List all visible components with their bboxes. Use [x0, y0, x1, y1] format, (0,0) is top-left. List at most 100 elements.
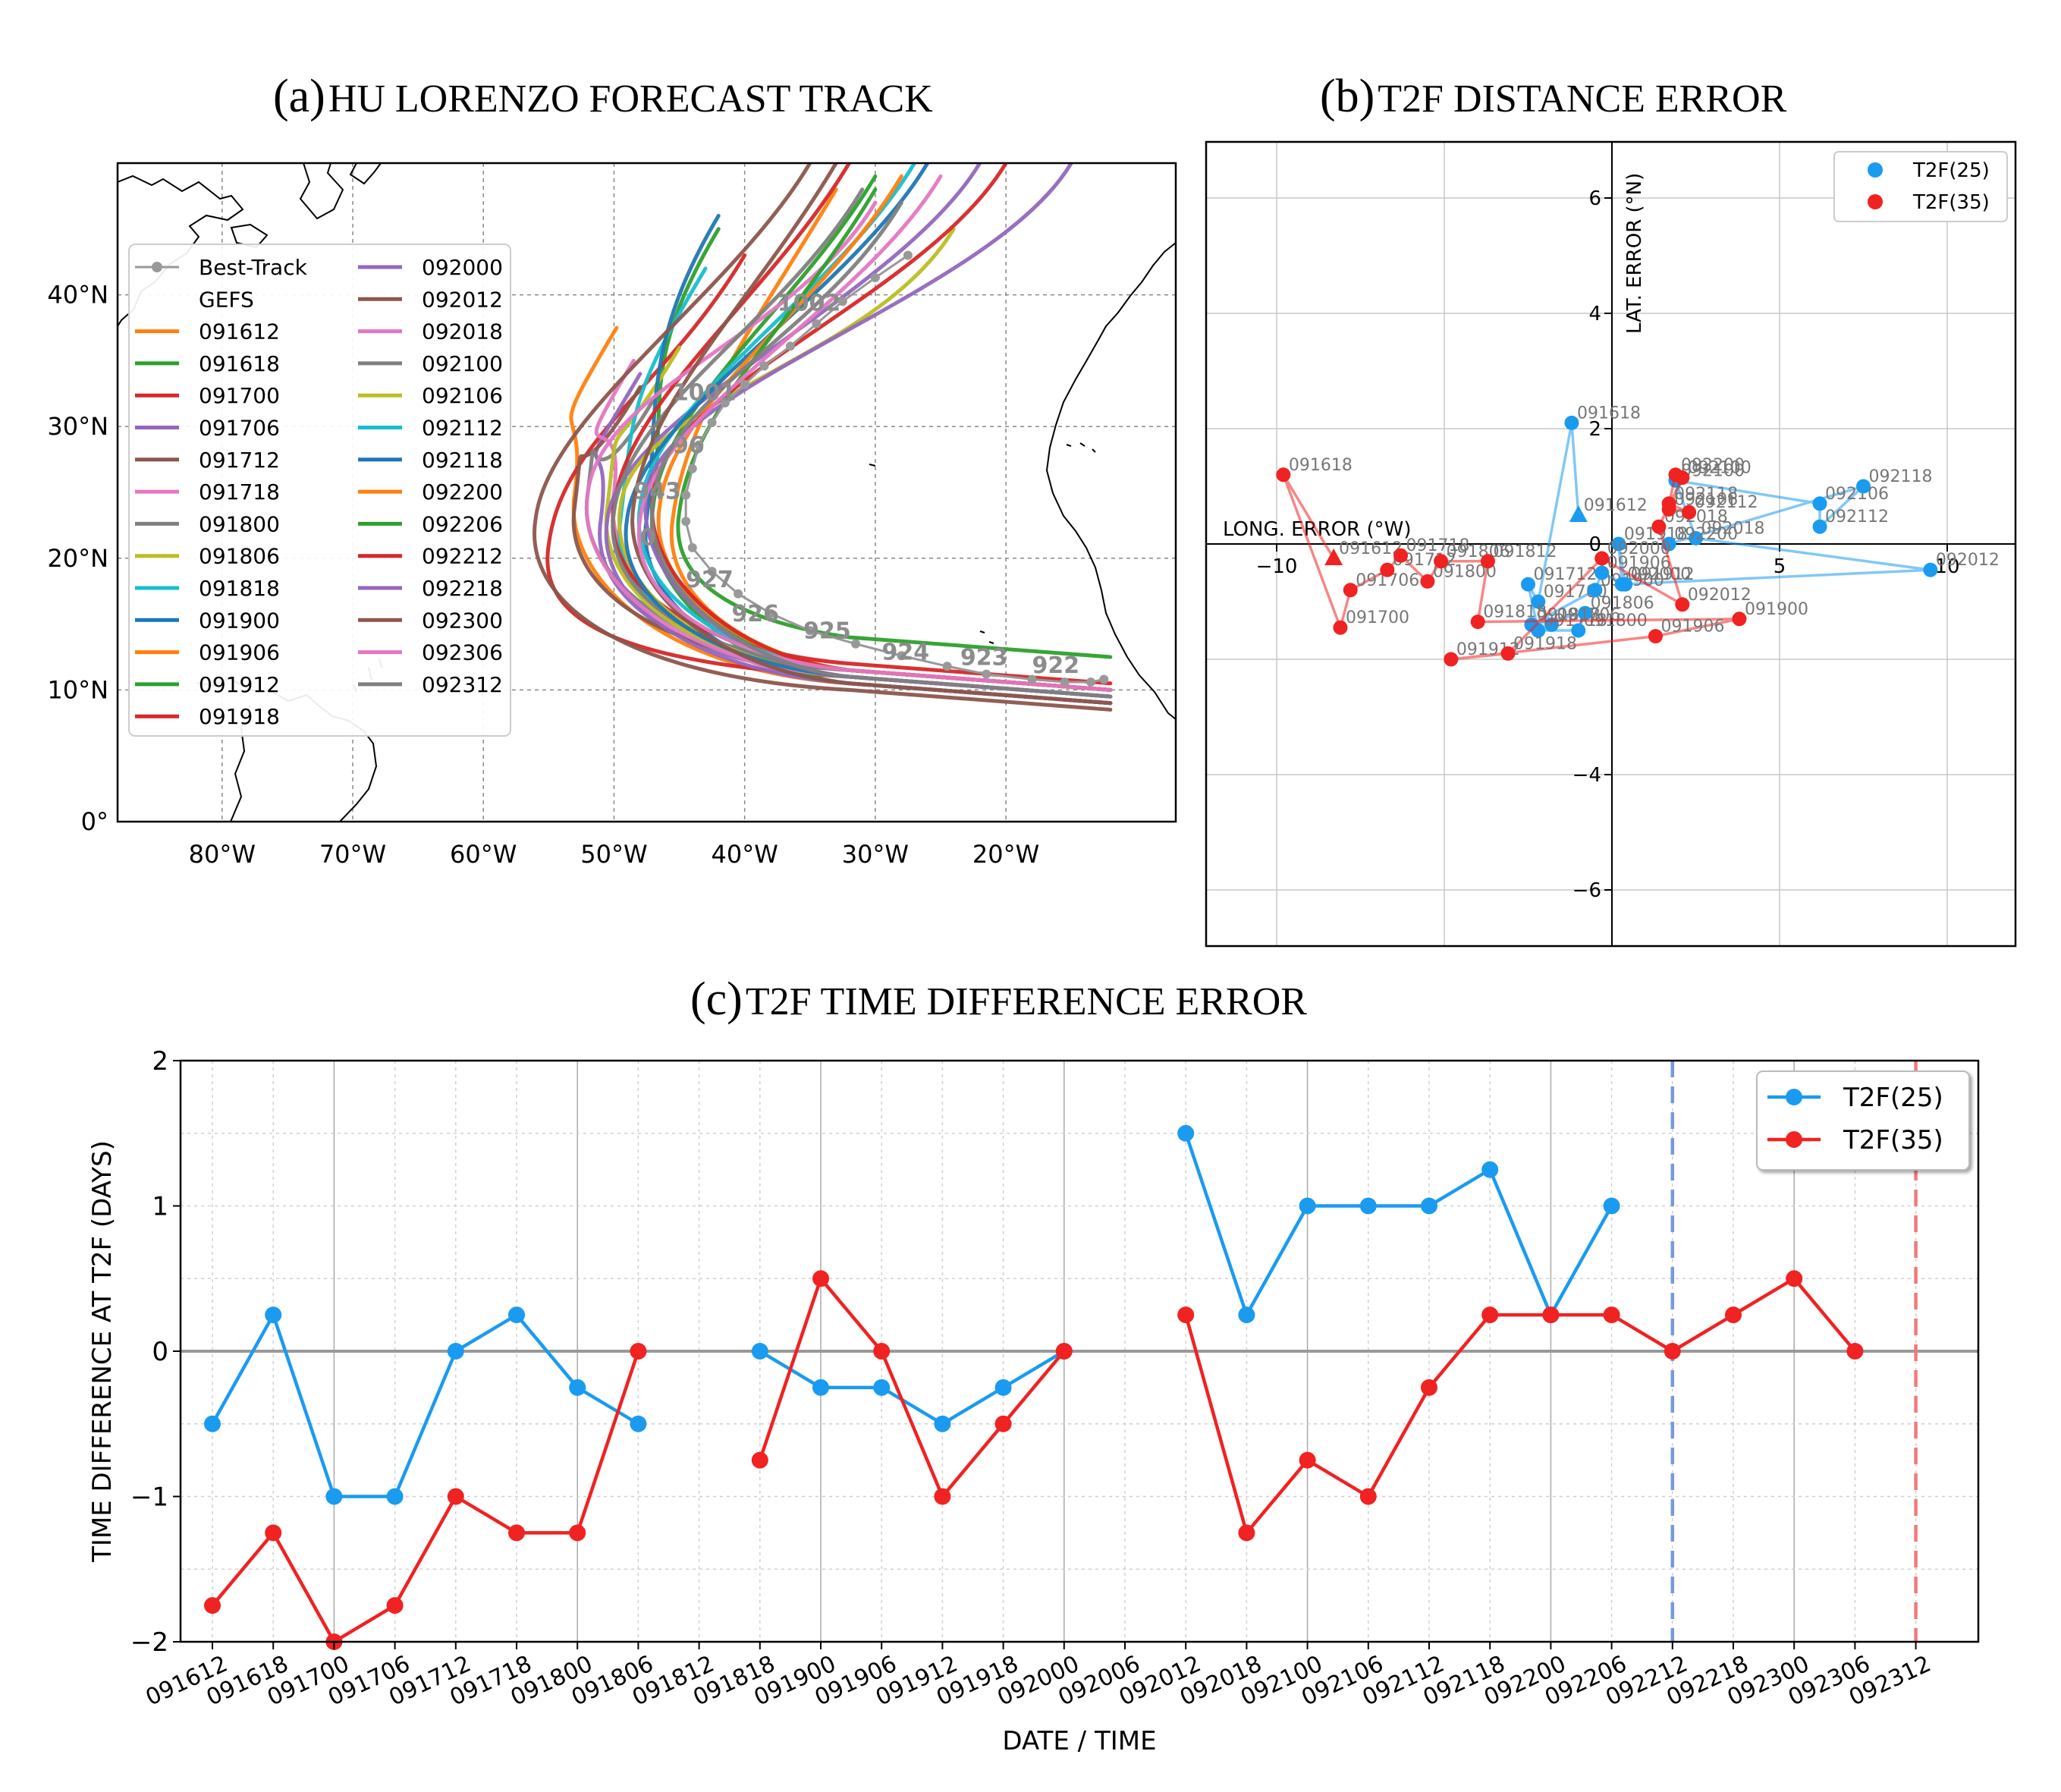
- y-tick-label-c: 2: [152, 1046, 168, 1077]
- coastline-newfoundland: [299, 163, 344, 220]
- legend-gefs-label: GEFS: [199, 287, 254, 312]
- plot-b-frame: [1205, 140, 2017, 948]
- panel-b-label: (b): [1320, 71, 1375, 122]
- series-point: [1675, 597, 1690, 612]
- best-track-point: [1086, 677, 1096, 687]
- series-point: [1531, 594, 1546, 609]
- series-point: [1380, 562, 1395, 577]
- series-point: [1651, 519, 1667, 534]
- legend-best-track-label: Best-Track: [199, 255, 308, 280]
- best-track-line: [684, 254, 1104, 684]
- plot-c-ticks: 210−1−2091612091618091700091706091712091…: [87, 1046, 1935, 1756]
- panel-b-title: (b) T2F DISTANCE ERROR: [1320, 70, 1786, 124]
- panel-a-track-map: 1002 1001 96 943 0 927 926 925 924 923 922 80°W 70°…: [47, 162, 1177, 869]
- series-line-T2F(35): [1184, 1276, 1857, 1537]
- series-point: [1421, 1379, 1437, 1396]
- pressure-label: 925: [803, 618, 851, 645]
- series-point: [1420, 574, 1435, 589]
- map-lon-tick-label: 60°W: [450, 840, 517, 869]
- best-track-point: [785, 341, 795, 351]
- legend-label-091712: 091712: [199, 448, 280, 473]
- best-track-point: [837, 297, 847, 307]
- legend-label-092200: 092200: [422, 479, 503, 505]
- point-label: 091612: [1339, 539, 1403, 558]
- series-point: [1661, 496, 1676, 511]
- series-point: [508, 1524, 525, 1542]
- forecast-track-092300: [630, 163, 1113, 706]
- series-point: [812, 1379, 829, 1396]
- legend-label-091906: 091906: [199, 640, 280, 665]
- point-label: 091812: [1493, 542, 1557, 561]
- series-point: [994, 1415, 1012, 1432]
- point-label: 091906: [1660, 618, 1724, 637]
- series-line-T2F(35): [1282, 473, 1740, 661]
- legend-best-track-marker: [152, 262, 162, 272]
- point-label: 091718: [1406, 536, 1470, 555]
- series-point: [751, 1451, 768, 1469]
- y-tick-label-b: 2: [1588, 418, 1601, 441]
- series-point: [1594, 565, 1610, 580]
- map-lon-tick-label: 80°W: [189, 840, 256, 869]
- pressure-label: 943: [633, 479, 681, 505]
- series-point: [1564, 415, 1579, 430]
- pressure-label: 1002: [778, 290, 841, 316]
- pressure-label: 0: [640, 524, 656, 551]
- series-point: [1238, 1524, 1255, 1542]
- map-lon-tick-label: 50°W: [580, 840, 647, 869]
- x-axis-label-c: DATE / TIME: [1002, 1726, 1156, 1756]
- legend-c-label: T2F(35): [1843, 1125, 1943, 1155]
- best-track-point: [1099, 674, 1109, 684]
- legend-label-091706: 091706: [199, 416, 280, 441]
- series-point: [1393, 548, 1409, 563]
- legend-label-091900: 091900: [199, 608, 280, 633]
- pressure-labels: 1002 1001 96 943 0 927 926 925 924 923 922: [633, 290, 1079, 678]
- track-legend: Best-Track GEFS 091612 091618 091700 091706 09…: [128, 244, 511, 737]
- y-tick-label-b: 0: [1588, 533, 1601, 556]
- point-label: 091918: [1513, 634, 1577, 653]
- best-track-point: [1060, 677, 1070, 687]
- y-tick-label-b: −4: [1572, 764, 1601, 787]
- y-axis-label-c: TIME DIFFERENCE AT T2F (DAYS): [87, 1140, 118, 1563]
- legend-label-091806: 091806: [199, 544, 280, 569]
- point-label: 092200: [1674, 525, 1738, 544]
- legend-label-091612: 091612: [199, 319, 280, 344]
- y-tick-label-b: 6: [1588, 187, 1601, 210]
- series-point: [1682, 505, 1697, 520]
- forecast-track-091700: [545, 253, 1113, 699]
- series-point: [1689, 530, 1703, 545]
- series-point: [873, 1343, 891, 1360]
- x-tick-label-b: 10: [1934, 555, 1959, 578]
- point-label: 092018: [1701, 519, 1765, 538]
- series-line-T2F(35): [211, 1350, 640, 1645]
- series-point: [1343, 583, 1358, 598]
- point-label: 091806: [1447, 542, 1510, 561]
- best-track-point: [707, 567, 717, 577]
- plot-b-data: 0916120916180917000917060917120917180918…: [1276, 404, 2000, 667]
- series-point: [265, 1306, 282, 1324]
- series-point: [447, 1488, 464, 1505]
- point-label: 091700: [1346, 608, 1409, 627]
- series-point: [1603, 1306, 1620, 1324]
- legend-label-092300: 092300: [422, 608, 503, 633]
- series-point: [1359, 1197, 1377, 1215]
- point-label: 091712: [1534, 565, 1598, 584]
- series-start-marker: [1569, 505, 1588, 522]
- legend-label-092306: 092306: [422, 640, 503, 665]
- point-label: 092012: [1688, 586, 1752, 605]
- legend-b-marker: [1868, 194, 1883, 209]
- point-label: 091618: [1577, 404, 1641, 423]
- forecast-track-092306: [636, 174, 1113, 692]
- point-label: 091618: [1289, 456, 1353, 475]
- best-track: [681, 250, 1109, 687]
- legend-label-091718: 091718: [199, 479, 280, 505]
- series-point: [1276, 467, 1291, 483]
- legend-label-091618: 091618: [199, 351, 280, 376]
- series-point: [1668, 467, 1683, 483]
- point-label: 092000: [1607, 539, 1671, 558]
- legend-label-091918: 091918: [199, 704, 280, 729]
- series-point: [1603, 1197, 1620, 1215]
- best-track-point: [734, 589, 743, 599]
- series-point: [1238, 1306, 1255, 1324]
- legend-label-092000: 092000: [422, 255, 503, 280]
- series-point: [1648, 629, 1663, 644]
